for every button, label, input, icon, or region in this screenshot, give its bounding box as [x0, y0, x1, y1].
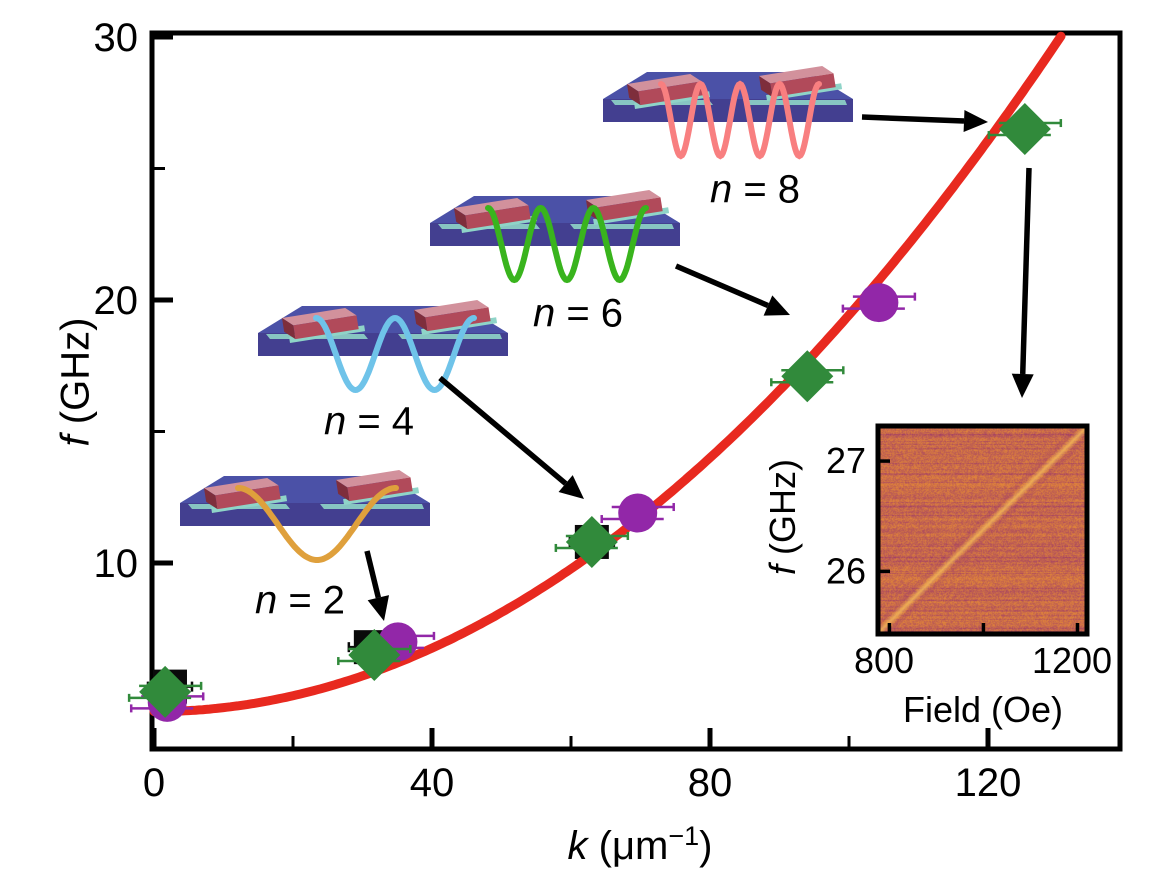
mode-label-symbol: n — [709, 167, 733, 212]
inset-x-tick-label: 1200 — [1032, 640, 1112, 681]
mode-label-n6: n = 6 — [533, 292, 623, 337]
y-tick-label: 30 — [94, 16, 139, 60]
data-point-diamond — [781, 350, 834, 403]
mode-label-n4: n = 4 — [324, 400, 414, 445]
mode-label-n2: n = 2 — [255, 579, 345, 624]
standing-wave — [313, 314, 477, 394]
antenna-front — [215, 485, 281, 510]
series-green-diamonds — [127, 103, 1063, 718]
arrow-head — [367, 595, 390, 621]
antenna-end — [282, 318, 296, 340]
x-tick-label: 0 — [143, 761, 165, 805]
arrow-head — [1011, 373, 1034, 398]
y-tick-label: 10 — [94, 542, 139, 586]
annotation-arrow — [674, 263, 790, 316]
antenna-front — [425, 307, 491, 332]
x-axis-label-unit-pre: (μm — [587, 824, 669, 868]
arrow-shaft — [861, 114, 965, 124]
inset-y-axis-label: f (GHz) — [762, 459, 804, 575]
mode-label-value: = 6 — [555, 291, 624, 336]
inset-y-tick-label: 26 — [826, 550, 866, 591]
antenna-bar — [414, 299, 498, 336]
arrow-shaft — [1019, 167, 1032, 375]
spacer-layer — [570, 224, 674, 229]
y-axis-label: f (GHz) — [54, 318, 99, 447]
mode-schematic-n8 — [603, 65, 853, 160]
antenna-bar — [204, 477, 288, 514]
x-tick-label: 80 — [688, 761, 733, 805]
inset-x-tick-label: 800 — [854, 640, 914, 681]
inset-heatmap — [880, 428, 1085, 632]
arrow-shaft — [438, 375, 568, 486]
mode-label-symbol: n — [532, 291, 556, 336]
data-point-diamond — [998, 103, 1051, 156]
x-axis-label-unit-post: ) — [699, 824, 713, 868]
data-point-diamond — [348, 629, 401, 682]
plot-frame — [149, 30, 1123, 752]
arrow-shaft — [674, 263, 770, 309]
spacer-layer — [743, 100, 847, 105]
antenna-front — [347, 477, 413, 502]
data-point-circle — [859, 283, 899, 323]
arrow-head — [763, 295, 790, 316]
inset-frame — [875, 423, 1090, 637]
mode-label-n8: n = 8 — [710, 168, 800, 213]
standing-wave — [485, 204, 649, 284]
mode-schematic-n6 — [430, 189, 680, 284]
data-point-circle — [618, 493, 658, 533]
spacer-layer — [398, 334, 502, 339]
inset-y-tick-label: 27 — [826, 440, 866, 481]
inset-x-axis-label: Field (Oe) — [902, 689, 1064, 730]
data-point-diamond — [139, 665, 192, 718]
x-tick-label: 120 — [955, 761, 1022, 805]
annotation-arrow — [364, 550, 390, 621]
antenna-end — [336, 480, 350, 502]
standing-wave — [235, 485, 399, 563]
annotation-arrow — [438, 375, 584, 499]
mode-label-value: = 8 — [732, 167, 801, 212]
antenna-end — [204, 488, 218, 510]
arrow-head — [558, 475, 584, 499]
antenna-front — [465, 205, 531, 230]
x-axis-label-exponent: −1 — [668, 821, 700, 851]
antenna-end — [759, 76, 773, 98]
annotation-arrow — [1011, 167, 1034, 398]
x-axis-label: k (μm−1) — [568, 821, 713, 869]
y-axis-label-symbol: f — [53, 435, 98, 447]
antenna-end — [627, 84, 641, 106]
x-tick-label: 40 — [410, 761, 455, 805]
mode-label-symbol: n — [323, 399, 347, 444]
y-axis-label-unit: (GHz) — [53, 317, 98, 436]
annotation-arrow — [861, 110, 988, 133]
inset-y-axis-label-symbol: f — [762, 564, 803, 575]
arrow-shaft — [364, 550, 382, 599]
antenna-end — [454, 208, 468, 230]
x-axis-label-symbol: k — [567, 824, 588, 868]
standing-wave — [658, 80, 822, 160]
antenna-top — [414, 299, 489, 318]
antenna-front — [770, 73, 836, 98]
antenna-top — [586, 189, 661, 208]
antenna-bar — [586, 189, 670, 226]
inset-y-axis-label-unit: (GHz) — [762, 459, 803, 565]
arrow-head — [963, 110, 988, 133]
mode-label-symbol: n — [254, 578, 278, 623]
antenna-front — [597, 197, 663, 222]
y-tick-label: 20 — [94, 279, 139, 323]
data-point-diamond — [565, 515, 618, 568]
mode-label-value: = 2 — [277, 578, 346, 623]
antenna-front — [638, 81, 704, 106]
mode-schematic-n2 — [180, 469, 430, 563]
mode-schematic-n4 — [258, 299, 508, 394]
antenna-end — [414, 310, 428, 332]
mode-label-value: = 4 — [346, 399, 415, 444]
antenna-top — [336, 469, 411, 488]
antenna-top — [759, 65, 834, 84]
